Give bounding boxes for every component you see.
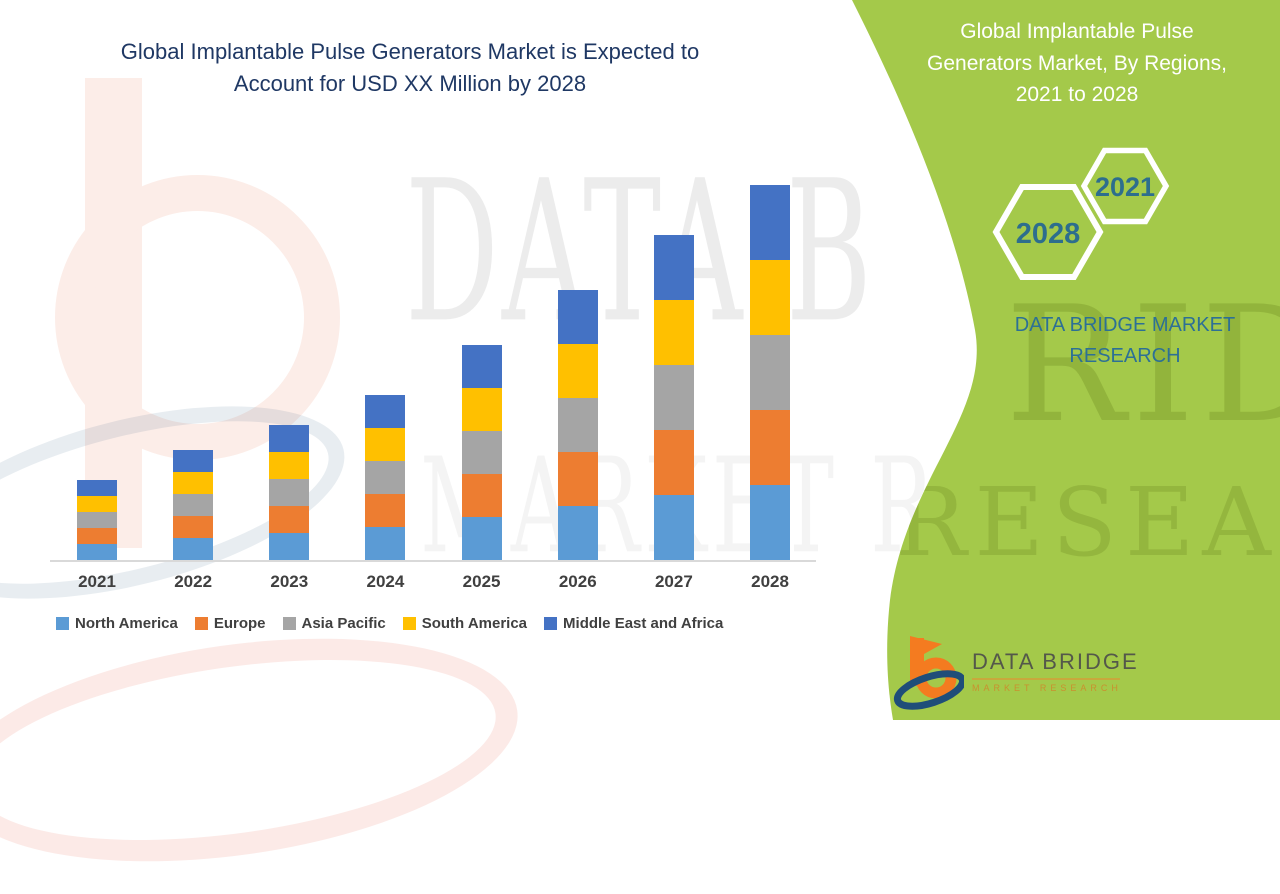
plot-area xyxy=(52,180,818,560)
bar-segment-middle-east-and-africa xyxy=(173,450,214,472)
bar-segment-south-america xyxy=(365,428,406,461)
bar-segment-north-america xyxy=(365,527,406,560)
bar-segment-south-america xyxy=(269,452,310,479)
x-axis-line xyxy=(50,560,816,562)
bar-2028 xyxy=(750,185,791,560)
hexagon-2028-label: 2028 xyxy=(1016,218,1081,250)
panel-watermark-research: RESEARCH xyxy=(895,468,1280,578)
chart-title-line1: Global Implantable Pulse Generators Mark… xyxy=(120,39,700,64)
bar-segment-asia-pacific xyxy=(77,512,117,528)
bar-segment-south-america xyxy=(653,300,694,365)
legend-item-south-america: South America xyxy=(402,615,528,632)
bar-segment-europe xyxy=(173,516,214,538)
bar-segment-south-america xyxy=(173,472,214,494)
bar-segment-middle-east-and-africa xyxy=(269,425,310,452)
legend-swatch xyxy=(194,617,208,630)
bar-segment-asia-pacific xyxy=(750,335,791,410)
legend-swatch xyxy=(402,617,416,630)
x-axis-label-2021: 2021 xyxy=(78,572,116,591)
bar-segment-south-america xyxy=(557,344,598,398)
legend-item-asia-pacific: Asia Pacific xyxy=(282,615,386,632)
bar-2027 xyxy=(653,235,694,560)
bar-segment-north-america xyxy=(557,506,598,560)
legend-label: South America xyxy=(421,615,528,632)
bar-segment-middle-east-and-africa xyxy=(557,290,598,344)
chart-legend: North America Europe Asia Pacific South Ame… xyxy=(56,615,723,632)
legend-swatch xyxy=(282,617,296,630)
bar-segment-middle-east-and-africa xyxy=(461,345,502,388)
bar-segment-asia-pacific xyxy=(653,365,694,430)
bar-segment-north-america xyxy=(653,495,694,560)
x-axis-label-2024: 2024 xyxy=(366,572,405,591)
legend-label: Middle East and Africa xyxy=(563,615,724,632)
bar-segment-europe xyxy=(365,494,406,527)
legend-item-europe: Europe xyxy=(194,615,266,632)
bar-segment-europe xyxy=(653,430,694,495)
x-axis-label-2022: 2022 xyxy=(174,572,213,591)
legend-swatch xyxy=(56,617,69,630)
bar-2022 xyxy=(173,450,214,560)
bar-segment-north-america xyxy=(750,485,791,560)
side-panel: RIDGE RESEARCH 2021 2028 xyxy=(852,0,1280,720)
legend-item-north-america: North America xyxy=(56,615,178,632)
bar-segment-asia-pacific xyxy=(461,431,502,474)
bar-segment-middle-east-and-africa xyxy=(750,185,791,260)
bar-segment-europe xyxy=(461,474,502,517)
bar-segment-middle-east-and-africa xyxy=(77,480,117,496)
legend-label: North America xyxy=(75,615,178,632)
x-axis-label-2025: 2025 xyxy=(462,572,501,591)
bar-segment-middle-east-and-africa xyxy=(653,235,694,300)
side-panel-shape xyxy=(852,0,1280,720)
bar-segment-europe xyxy=(269,506,310,533)
bar-segment-europe xyxy=(750,410,791,485)
bar-2023 xyxy=(269,425,310,560)
bar-segment-south-america xyxy=(750,260,791,335)
hexagon-2028 xyxy=(992,184,1104,280)
bar-segment-europe xyxy=(557,452,598,506)
x-axis-label-2028: 2028 xyxy=(751,572,789,591)
panel-watermarks: RIDGE RESEARCH xyxy=(895,271,1280,578)
bar-2024 xyxy=(365,395,406,560)
chart-title: Global Implantable Pulse Generators Mark… xyxy=(60,36,760,100)
x-axis-labels: 2021 2022 2023 2024 2025 2026 2027 2028 xyxy=(52,572,818,598)
bar-segment-north-america xyxy=(461,517,502,560)
chart-title-line2: Account for USD XX Million by 2028 xyxy=(233,70,587,96)
bar-segment-asia-pacific xyxy=(365,461,406,494)
legend-label: Asia Pacific xyxy=(301,615,386,632)
bar-segment-south-america xyxy=(77,496,117,512)
bar-segment-north-america xyxy=(269,533,310,560)
bar-2026 xyxy=(557,290,598,560)
bar-2025 xyxy=(461,345,502,560)
bar-segment-south-america xyxy=(461,388,502,431)
bar-segment-europe xyxy=(77,528,117,544)
chart-area: Global Implantable Pulse Generators Mark… xyxy=(50,36,818,632)
bar-2021 xyxy=(77,480,117,560)
hexagon-2021 xyxy=(1080,147,1170,225)
legend-label: Europe xyxy=(213,615,266,632)
watermark-text-data-bridge: DATA B xyxy=(405,140,875,367)
legend-item-middle-east-and-africa: Middle East and Africa xyxy=(544,615,723,632)
bar-segment-north-america xyxy=(77,544,117,560)
bar-segment-asia-pacific xyxy=(269,479,310,506)
bar-segment-north-america xyxy=(173,538,214,560)
bar-segment-asia-pacific xyxy=(557,398,598,452)
bar-segment-middle-east-and-africa xyxy=(365,395,406,428)
x-axis-label-2026: 2026 xyxy=(558,572,597,591)
bar-segment-asia-pacific xyxy=(173,494,214,516)
hexagon-2021-label: 2021 xyxy=(1095,172,1155,202)
x-axis-label-2023: 2023 xyxy=(270,572,309,591)
x-axis-label-2027: 2027 xyxy=(654,572,693,591)
legend-swatch xyxy=(544,617,558,630)
panel-watermark-ridge: RIDGE xyxy=(1005,271,1280,458)
